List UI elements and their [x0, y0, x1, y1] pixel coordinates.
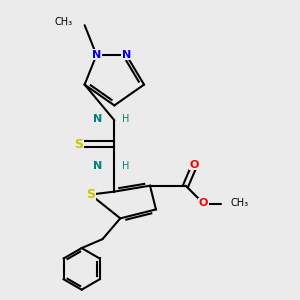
Text: H: H [122, 161, 129, 171]
Text: N: N [93, 161, 102, 171]
Text: N: N [93, 114, 102, 124]
Text: H: H [122, 114, 129, 124]
Text: N: N [122, 50, 131, 60]
Text: S: S [74, 138, 83, 151]
Text: N: N [92, 50, 101, 60]
Text: S: S [86, 188, 95, 201]
Text: CH₃: CH₃ [230, 199, 248, 208]
Text: O: O [190, 160, 199, 170]
Text: O: O [199, 199, 208, 208]
Text: CH₃: CH₃ [55, 17, 73, 27]
